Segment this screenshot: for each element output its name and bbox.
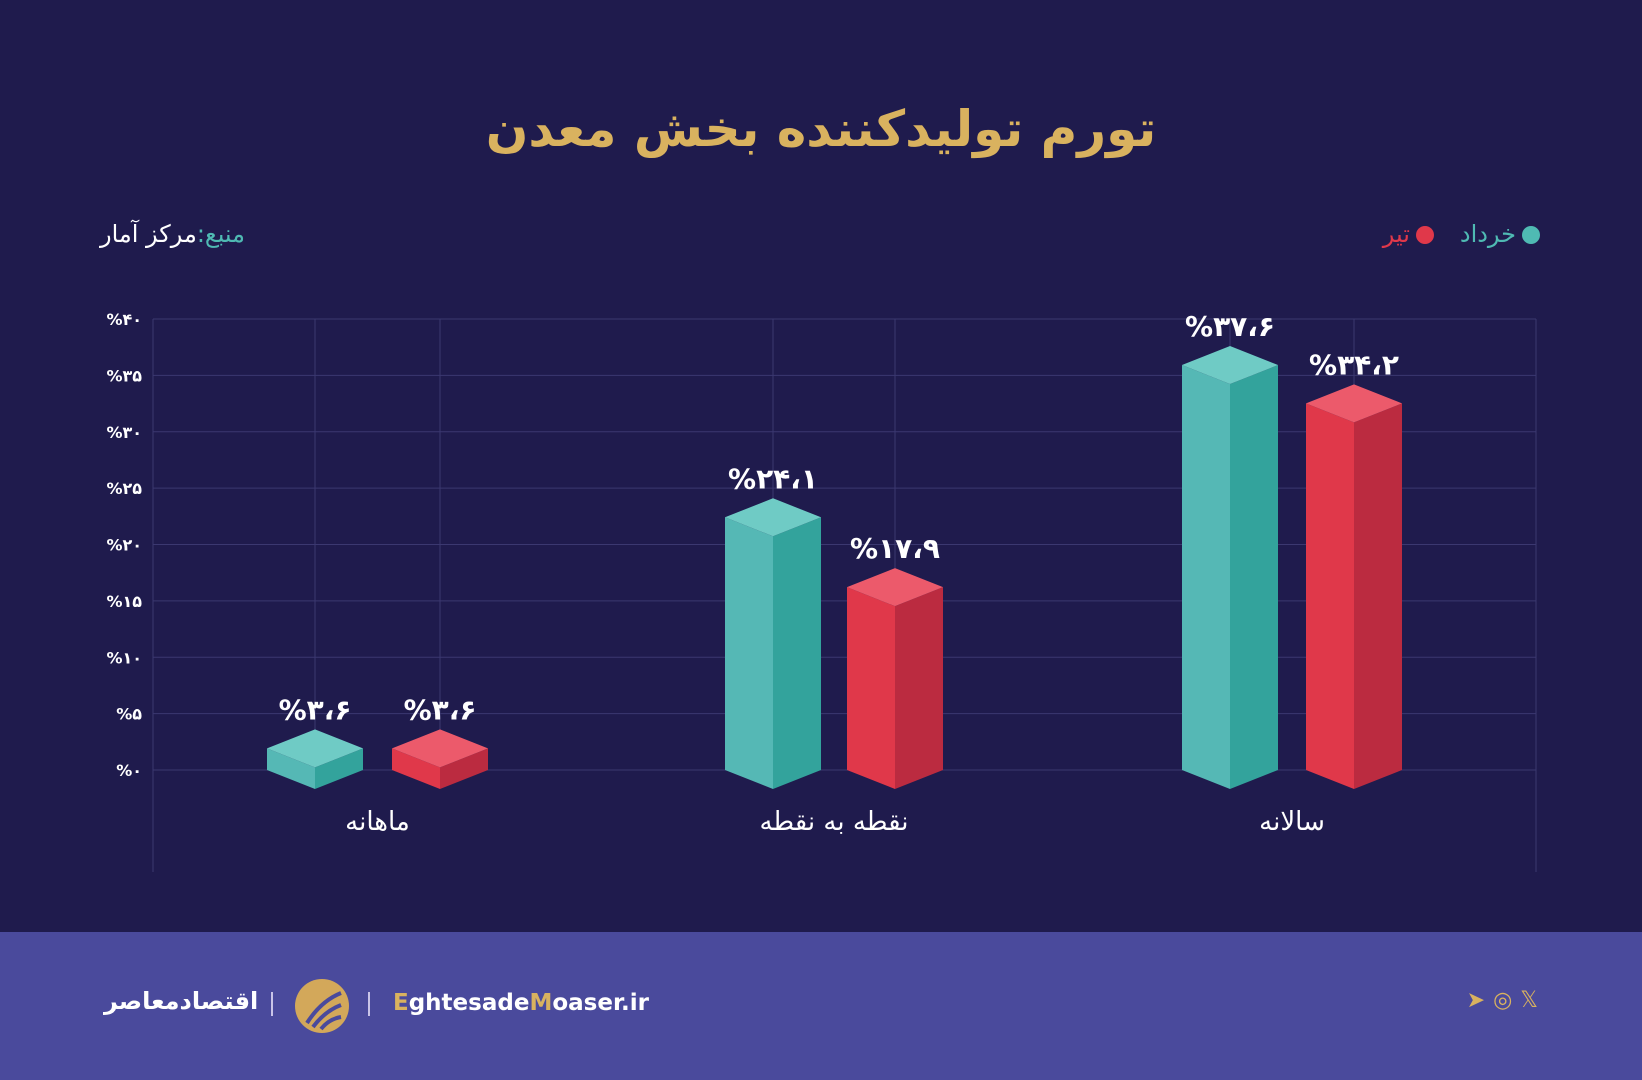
footer: اقتصادمعاصر EghtesadeMoaser.ir ➤ ◎ 𝕏	[0, 932, 1642, 1080]
legend-swatch	[1415, 226, 1434, 244]
chart-title: تورم تولیدکننده بخش معدن	[485, 100, 1157, 158]
x-icon[interactable]: 𝕏	[1520, 988, 1538, 1013]
data-label: %۳۴،۲	[1309, 348, 1399, 381]
bar-chart: %۰ %۵ %۱۰ %۱۵ %۲۰ %۲۵ %۳۰ %۳۵ %۴۰ %۳،۶ %۳،۶ ماهانه%…	[106, 310, 1537, 872]
y-tick-label: %۵	[116, 705, 142, 724]
bar-side-face	[773, 517, 821, 789]
bar-side-face	[895, 587, 943, 789]
divider	[368, 992, 370, 1016]
y-tick-label: %۱۵	[106, 592, 142, 611]
y-tick-label: %۲۵	[106, 479, 142, 498]
source-note: منبع:مرکز آمار	[100, 220, 245, 248]
source-value: مرکز آمار	[100, 220, 197, 248]
y-tick-label: %۰	[116, 761, 142, 780]
brand-logo	[295, 979, 349, 1033]
data-label: %۳،۶	[404, 693, 477, 726]
data-label: %۳۷،۶	[1185, 310, 1275, 343]
y-tick-label: %۱۰	[106, 648, 142, 667]
bar-top-face	[725, 498, 821, 537]
bar-side-face	[315, 748, 363, 789]
x-tick-label: نقطه به نقطه	[759, 807, 908, 837]
y-tick-label: %۳۵	[106, 366, 142, 385]
bar-side-face	[1230, 365, 1278, 789]
bar-top-face	[1182, 346, 1278, 385]
legend-item-khordad: خرداد	[1460, 220, 1540, 248]
bar-front-face	[725, 517, 773, 789]
source-label: منبع:	[196, 220, 246, 248]
bar-front-face	[267, 748, 315, 789]
x-tick-label: سالانه	[1259, 807, 1325, 837]
telegram-icon[interactable]: ➤	[1466, 988, 1486, 1013]
y-tick-label: %۳۰	[106, 423, 142, 442]
brand-name: اقتصادمعاصر	[104, 987, 259, 1015]
bar-side-face	[1354, 403, 1402, 789]
bar-front-face	[1182, 365, 1230, 789]
legend: خرداد تیر	[1383, 220, 1540, 248]
data-label: %۳،۶	[279, 693, 352, 726]
social-links: ➤ ◎ 𝕏	[1467, 988, 1538, 1013]
y-tick-label: %۲۰	[106, 536, 142, 555]
website-link[interactable]: EghtesadeMoaser.ir	[393, 990, 649, 1016]
data-label: %۲۴،۱	[728, 462, 818, 495]
bar-top-face	[267, 729, 363, 768]
bar-front-face	[392, 748, 440, 789]
data-label: %۱۷،۹	[850, 532, 940, 565]
legend-item-tir: تیر	[1383, 220, 1434, 248]
bar-side-face	[440, 748, 488, 789]
bar-top-face	[1306, 384, 1402, 423]
legend-swatch	[1522, 226, 1540, 244]
legend-label: تیر	[1382, 220, 1410, 248]
divider	[271, 992, 273, 1016]
instagram-icon[interactable]: ◎	[1493, 988, 1513, 1013]
legend-label: خرداد	[1459, 220, 1516, 248]
bar-front-face	[1306, 403, 1354, 789]
y-tick-label: %۴۰	[106, 310, 142, 329]
x-tick-label: ماهانه	[345, 807, 410, 837]
bar-top-face	[392, 729, 488, 768]
bar-front-face	[847, 587, 895, 789]
bar-top-face	[847, 568, 943, 607]
